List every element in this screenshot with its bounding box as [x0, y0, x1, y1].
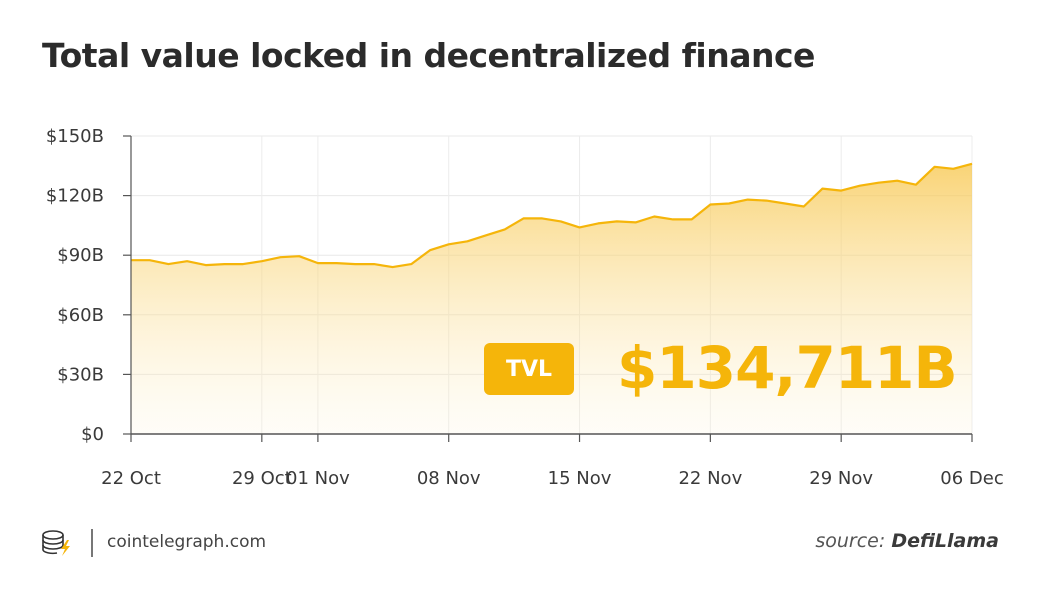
footer-site-link[interactable]: cointelegraph.com	[107, 532, 267, 552]
x-tick-label: 01 Nov	[286, 468, 350, 489]
x-tick-label: 22 Nov	[678, 468, 742, 489]
y-tick-label: $60B	[57, 305, 104, 326]
x-tick-label: 06 Dec	[940, 468, 1003, 489]
tvl-value: $134,711B	[617, 334, 958, 402]
y-tick-label: $30B	[57, 364, 104, 385]
y-tick-label: $120B	[46, 186, 104, 207]
y-axis-ticks: $0 $30B $60B $90B $120B $150B	[46, 126, 131, 445]
source-prefix: source:	[815, 530, 892, 552]
x-tick-label: 22 Oct	[101, 468, 161, 489]
x-tick-label: 08 Nov	[417, 468, 481, 489]
tvl-badge: TVL	[484, 343, 574, 395]
footer-source: source: DefiLlama	[815, 530, 999, 552]
cointelegraph-logo-icon	[40, 528, 74, 562]
x-tick-label: 15 Nov	[548, 468, 612, 489]
area-fill	[131, 163, 972, 435]
source-name: DefiLlama	[891, 530, 999, 552]
footer-separator	[91, 529, 93, 557]
tvl-line	[131, 162, 973, 269]
axes	[130, 136, 972, 435]
y-tick-label: $0	[81, 424, 104, 445]
x-tick-label: 29 Nov	[809, 468, 873, 489]
y-tick-label: $150B	[46, 126, 104, 147]
x-tick-label: 29 Oct	[232, 468, 292, 489]
y-tick-label: $90B	[57, 245, 104, 266]
chart-title: Total value locked in decentralized fina…	[42, 36, 815, 75]
